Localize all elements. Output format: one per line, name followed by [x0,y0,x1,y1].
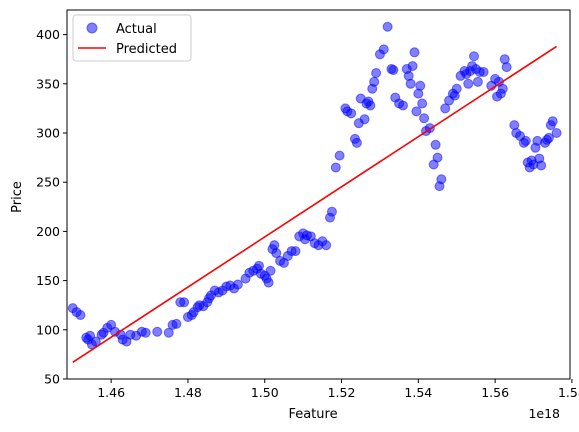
y-tick-label: 50 [44,372,60,387]
data-point [171,318,182,329]
data-point [371,67,382,78]
data-point [290,246,301,257]
data-point [415,80,426,91]
plot-area [67,21,562,363]
data-point [334,150,345,161]
predicted-line [72,45,557,363]
y-tick-label: 100 [36,322,60,337]
data-point [472,76,483,87]
y-axis: 50 100 150 200 250 300 350 400 [36,27,67,387]
data-point [382,21,393,32]
x-tick-label: 1.56 [481,385,509,400]
data-point [440,103,451,114]
data-point [551,128,562,138]
legend-box [72,14,192,62]
data-point [405,78,416,89]
x-axis-label: Feature [288,407,337,422]
x-tick-label: 1.54 [404,385,432,400]
data-point [432,152,443,163]
data-point [536,160,547,171]
y-tick-label: 250 [36,175,60,190]
data-point [430,139,441,150]
data-point [326,206,337,217]
data-point [346,108,357,119]
x-tick-label: 1.48 [174,385,202,400]
data-point [501,62,512,73]
data-point [263,277,274,288]
data-point [520,135,531,146]
data-point [463,78,474,89]
x-offset-label: 1e18 [528,406,560,421]
y-tick-label: 150 [36,273,60,288]
data-point [140,327,151,338]
data-point [436,174,447,185]
x-tick-label: 1.46 [97,385,125,400]
data-point [411,106,422,117]
data-point [409,47,420,58]
data-point [543,132,554,143]
data-point [417,98,428,109]
data-point [365,100,376,111]
y-tick-label: 300 [36,126,60,141]
data-point [419,113,430,124]
data-point [388,65,399,76]
data-point [407,61,418,72]
data-point [547,116,558,127]
y-axis-label: Price [10,181,25,213]
legend-marker-actual [86,22,98,34]
data-point [397,100,408,111]
data-point [265,265,276,276]
legend-label-predicted: Predicted [116,42,177,57]
y-tick-label: 200 [36,224,60,239]
data-point [179,297,190,308]
data-point [378,44,389,55]
data-point [321,240,332,251]
x-tick-label: 1.52 [328,385,356,400]
x-tick-label: 1.58 [558,385,579,400]
data-point [469,51,480,62]
data-point [497,83,508,94]
x-axis: 1.46 1.48 1.50 1.52 1.54 1.56 1.58 [97,379,579,400]
y-tick-label: 350 [36,76,60,91]
legend-label-actual: Actual [116,22,157,37]
data-point [232,279,243,290]
legend: Actual Predicted [72,14,192,62]
plot-frame [66,9,571,380]
data-point [271,248,282,259]
data-point [152,326,163,337]
data-point [330,162,341,173]
data-point [451,83,462,94]
data-point [359,114,370,125]
data-point [478,66,489,77]
data-point [351,137,362,148]
y-tick-label: 400 [36,27,60,42]
x-tick-label: 1.50 [251,385,279,400]
data-point [163,327,174,338]
data-point [90,336,101,347]
data-point [369,76,380,87]
data-point [75,310,86,321]
